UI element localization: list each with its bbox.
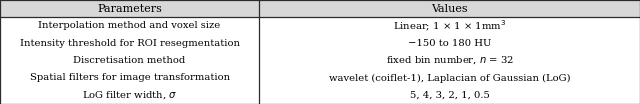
Text: Discretisation method: Discretisation method xyxy=(74,56,186,65)
Text: Values: Values xyxy=(431,4,468,14)
Text: LoG filter width, $\sigma$: LoG filter width, $\sigma$ xyxy=(82,90,177,101)
Text: fixed bin number, $n$ = 32: fixed bin number, $n$ = 32 xyxy=(386,55,513,66)
Bar xyxy=(0,0,640,17)
Text: Spatial filters for image transformation: Spatial filters for image transformation xyxy=(29,74,230,82)
Text: Linear; 1 × 1 × 1mm$^3$: Linear; 1 × 1 × 1mm$^3$ xyxy=(393,19,506,33)
Text: Parameters: Parameters xyxy=(97,4,162,14)
Text: Intensity threshold for ROI resegmentation: Intensity threshold for ROI resegmentati… xyxy=(20,39,239,48)
Text: Interpolation method and voxel size: Interpolation method and voxel size xyxy=(38,22,221,30)
Text: wavelet (coiflet-1), Laplacian of Gaussian (LoG): wavelet (coiflet-1), Laplacian of Gaussi… xyxy=(329,73,570,83)
Text: 5, 4, 3, 2, 1, 0.5: 5, 4, 3, 2, 1, 0.5 xyxy=(410,91,490,100)
Text: −150 to 180 HU: −150 to 180 HU xyxy=(408,39,492,48)
